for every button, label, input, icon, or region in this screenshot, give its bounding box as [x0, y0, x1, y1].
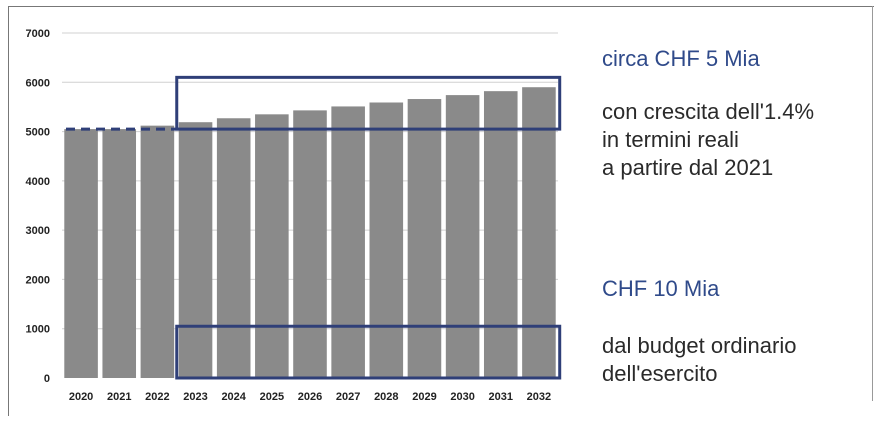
x-tick-label: 2029: [412, 391, 436, 403]
bar: [64, 129, 98, 378]
x-tick-label: 2024: [221, 391, 246, 403]
annotation-1-line: in termini reali: [602, 127, 739, 152]
bar: [102, 129, 137, 378]
x-tick-label: 2031: [489, 391, 513, 403]
annotation-2-line: dell'esercito: [602, 361, 718, 386]
x-tick-label: 2022: [145, 391, 169, 403]
y-tick-label: 5000: [26, 127, 50, 139]
frame-top-border: [8, 6, 874, 7]
y-tick-label: 3000: [26, 225, 50, 237]
annotation-1-body: con crescita dell'1.4% in termini reali …: [602, 98, 814, 182]
highlight-box-1: [175, 75, 562, 131]
x-tick-label: 2021: [107, 391, 131, 403]
bar: [407, 99, 442, 379]
bar: [216, 118, 251, 378]
y-tick-label: 7000: [26, 28, 50, 40]
bar: [331, 106, 365, 378]
bar: [483, 91, 518, 379]
x-tick-label: 2020: [69, 391, 93, 403]
y-tick-label: 1000: [26, 324, 50, 336]
y-tick-label: 2000: [26, 274, 50, 286]
bar: [293, 110, 327, 378]
annotation-2-line: dal budget ordinario: [602, 333, 797, 358]
bar: [369, 102, 404, 378]
x-tick-label: 2028: [374, 391, 398, 403]
x-tick-label: 2030: [450, 391, 474, 403]
y-tick-label: 4000: [26, 176, 50, 188]
x-tick-label: 2023: [183, 391, 207, 403]
bar: [445, 95, 480, 378]
annotation-1-title: circa CHF 5 Mia: [602, 46, 760, 71]
highlight-box-2: [175, 324, 562, 380]
x-tick-label: 2032: [527, 391, 551, 403]
bar: [522, 87, 556, 378]
frame-left-border: [8, 6, 9, 416]
annotation-1-line: a partire dal 2021: [602, 155, 774, 180]
bar: [140, 125, 175, 379]
bar: [178, 122, 213, 378]
x-tick-label: 2026: [298, 391, 322, 403]
x-tick-label: 2027: [336, 391, 360, 403]
y-tick-label: 0: [44, 373, 50, 385]
annotation-2-body: dal budget ordinario dell'esercito: [602, 332, 796, 388]
annotation-2-title: CHF 10 Mia: [602, 276, 720, 301]
bar: [255, 114, 289, 379]
x-tick-label: 2025: [260, 391, 284, 403]
frame-right-border: [872, 6, 873, 401]
y-tick-label: 6000: [26, 77, 50, 89]
annotation-1-line: con crescita dell'1.4%: [602, 99, 815, 124]
